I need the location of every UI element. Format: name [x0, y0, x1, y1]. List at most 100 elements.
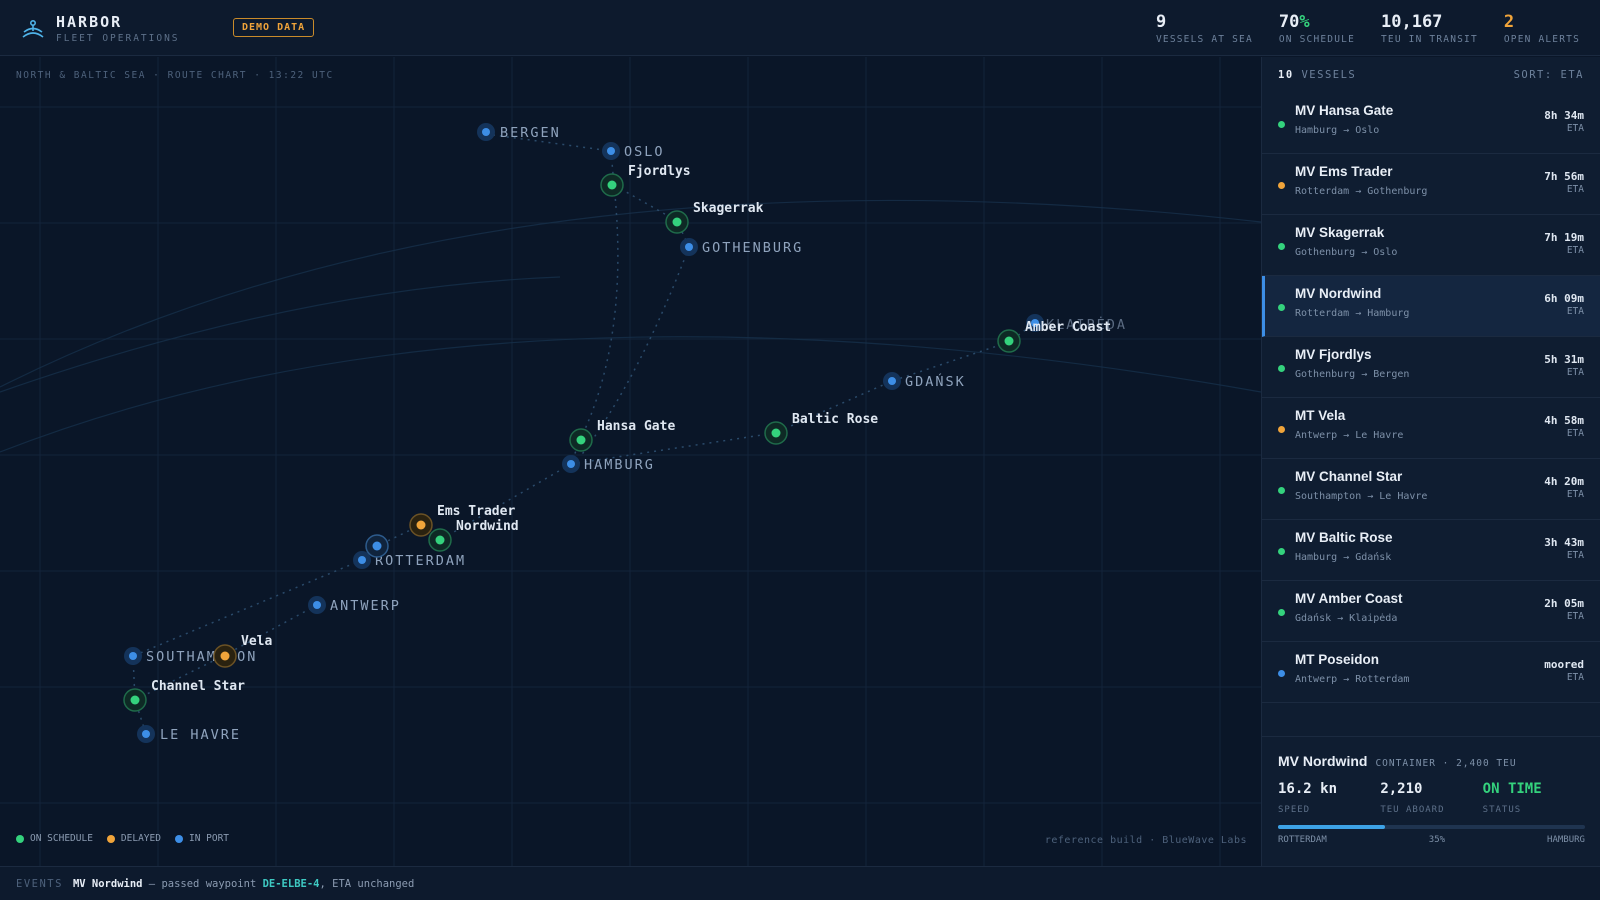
stat-open-alerts[interactable]: 2 OPEN ALERTS — [1503, 12, 1580, 45]
ship-marker-skagerrak[interactable]: Skagerrak — [665, 201, 764, 234]
route-map[interactable]: BERGEN OSLO GOTHENBURG KLAIPĖDA GDAŃSK H… — [0, 57, 1261, 866]
ship-marker-baltic-rose[interactable]: Baltic Rose — [764, 412, 878, 445]
vessel-list-header: 10 VESSELS SORT: ETA — [1278, 69, 1584, 81]
svg-text:ROTTERDAM: ROTTERDAM — [375, 553, 466, 569]
vessel-eta: 7h 19m ETA — [1544, 231, 1584, 256]
vessel-list: MV Hansa Gate Hamburg → Oslo 8h 34m ETA MV E… — [1262, 93, 1600, 703]
vessel-row[interactable]: MV Fjordlys Gothenburg → Bergen 5h 31m ETA — [1262, 337, 1600, 398]
map-grid — [0, 57, 1261, 866]
vessel-row[interactable]: MT Vela Antwerp → Le Havre 4h 58m ETA — [1262, 398, 1600, 459]
ports: BERGEN OSLO GOTHENBURG KLAIPĖDA GDAŃSK H… — [124, 123, 1127, 743]
port-antwerp[interactable]: ANTWERP — [308, 596, 401, 614]
vessel-route: Gothenburg → Bergen — [1295, 369, 1410, 380]
vessel-status-dot — [1278, 426, 1285, 433]
route-hamburg-klaipeda — [570, 322, 1036, 465]
harbor-logo-icon — [22, 20, 44, 38]
vessel-row[interactable]: MV Baltic Rose Hamburg → Gdańsk 3h 43m ETA — [1262, 520, 1600, 581]
port-bergen[interactable]: BERGEN — [477, 123, 561, 141]
svg-text:LE HAVRE: LE HAVRE — [160, 727, 241, 743]
port-le-havre[interactable]: LE HAVRE — [137, 725, 241, 743]
svg-text:Fjordlys: Fjordlys — [628, 164, 691, 179]
vessel-detail-panel: MV Nordwind CONTAINER · 2,400 TEU 16.2 k… — [1262, 736, 1600, 866]
vessel-status-dot — [1278, 365, 1285, 372]
coastline-arcs — [0, 199, 1261, 453]
vessel-row[interactable]: MT Poseidon Antwerp → Rotterdam moored ETA — [1262, 642, 1600, 703]
svg-text:GDAŃSK: GDAŃSK — [905, 373, 966, 390]
port-gothenburg[interactable]: GOTHENBURG — [680, 238, 803, 256]
vessel-route: Antwerp → Le Havre — [1295, 430, 1404, 441]
vessel-status-dot — [1278, 182, 1285, 189]
vessel-row[interactable]: MV Nordwind Rotterdam → Hamburg 6h 09m ETA — [1262, 276, 1600, 337]
port-gdansk[interactable]: GDAŃSK — [883, 372, 966, 390]
port-southampton[interactable]: SOUTHAMPTON — [124, 647, 257, 665]
svg-text:BERGEN: BERGEN — [500, 125, 561, 141]
vessel-route: Hamburg → Gdańsk — [1295, 552, 1392, 563]
ship-marker-amber-coast[interactable]: Amber Coast — [997, 320, 1111, 353]
vessel-name: MV Fjordlys — [1295, 347, 1372, 362]
svg-text:GOTHENBURG: GOTHENBURG — [702, 240, 803, 256]
ship-marker-ems-trader[interactable]: Ems Trader — [409, 504, 515, 537]
svg-text:ANTWERP: ANTWERP — [330, 598, 401, 614]
vessel-eta: 5h 31m ETA — [1544, 353, 1584, 378]
port-hamburg[interactable]: HAMBURG — [562, 455, 655, 473]
route-antwerp-lehavre — [134, 604, 318, 735]
event-vessel[interactable]: MV Nordwind — [72, 878, 143, 890]
brand[interactable]: HARBOR FLEET OPERATIONS — [20, 14, 180, 44]
svg-text:Baltic Rose: Baltic Rose — [792, 412, 878, 427]
vessel-status-dot — [1278, 487, 1285, 494]
vessel-name: MV Ems Trader — [1295, 164, 1393, 179]
voyage-progress-fill — [1278, 825, 1386, 829]
vessel-status-dot — [1278, 243, 1285, 250]
svg-text:Hansa Gate: Hansa Gate — [597, 419, 675, 434]
vessel-eta: 6h 09m ETA — [1544, 292, 1584, 317]
ship-marker-vela[interactable]: Vela — [213, 634, 272, 668]
vessel-row[interactable]: MV Ems Trader Rotterdam → Gothenburg 7h 56… — [1262, 154, 1600, 215]
vessel-route: Gothenburg → Oslo — [1295, 247, 1398, 258]
vessel-route: Gdańsk → Klaipėda — [1295, 613, 1398, 624]
vessel-name: MV Baltic Rose — [1295, 530, 1393, 545]
detail-vessel-name: MV Nordwind — [1278, 753, 1368, 769]
vessel-status-dot — [1278, 121, 1285, 128]
svg-text:Skagerrak: Skagerrak — [693, 201, 764, 216]
ship-marker-fjordlys[interactable]: Fjordlys — [600, 164, 691, 197]
vessel-eta: 4h 20m ETA — [1544, 475, 1584, 500]
vessel-row[interactable]: MV Skagerrak Gothenburg → Oslo 7h 19m ETA — [1262, 215, 1600, 276]
port-oslo[interactable]: OSLO — [602, 142, 665, 160]
port-rotterdam[interactable]: ROTTERDAM — [353, 551, 466, 569]
sort-control[interactable]: SORT: ETA — [1513, 69, 1584, 81]
ship-marker-hansa-gate[interactable]: Hansa Gate — [569, 419, 675, 452]
vessel-route: Rotterdam → Hamburg — [1295, 308, 1410, 319]
stat-vessels-at-sea: 9 VESSELS AT SEA — [1156, 12, 1253, 45]
route-chart-svg[interactable]: BERGEN OSLO GOTHENBURG KLAIPĖDA GDAŃSK H… — [0, 57, 1261, 866]
vessel-row[interactable]: MV Amber Coast Gdańsk → Klaipėda 2h 05m ETA — [1262, 581, 1600, 642]
ship-marker-poseidon[interactable] — [365, 534, 389, 558]
event-waypoint[interactable]: DE-ELBE-4 — [262, 878, 320, 890]
detail-vessel-type: CONTAINER · 2,400 TEU — [1375, 758, 1517, 769]
route-gothenburg-hamburg — [579, 246, 690, 458]
svg-text:Amber Coast: Amber Coast — [1025, 320, 1111, 335]
svg-text:HAMBURG: HAMBURG — [584, 457, 655, 473]
svg-text:SOUTHAMPTON: SOUTHAMPTON — [146, 649, 257, 665]
svg-text:Ems Trader: Ems Trader — [437, 504, 515, 519]
svg-text:Vela: Vela — [241, 634, 272, 649]
map-caption: NORTH & BALTIC SEA · ROUTE CHART · 13:22… — [16, 70, 334, 81]
svg-text:KLAIPĖDA: KLAIPĖDA — [1046, 315, 1127, 333]
ship-marker-channel-star[interactable]: Channel Star — [123, 679, 245, 712]
vessel-route: Southampton → Le Havre — [1295, 491, 1428, 502]
fleet-stats: 9 VESSELS AT SEA 70% ON SCHEDULE 10,167 … — [1130, 12, 1580, 45]
legend-delayed: DELAYED — [106, 833, 161, 844]
port-klaipeda[interactable]: KLAIPĖDA — [1026, 314, 1127, 333]
vessel-name: MV Nordwind — [1295, 286, 1382, 301]
vessel-row[interactable]: MV Channel Star Southampton → Le Havre 4h … — [1262, 459, 1600, 520]
vessel-name: MV Amber Coast — [1295, 591, 1403, 606]
vessel-name: MV Skagerrak — [1295, 225, 1385, 240]
progress-percent: 35% — [1428, 835, 1446, 845]
vessel-eta: 3h 43m ETA — [1544, 536, 1584, 561]
svg-text:Nordwind: Nordwind — [456, 519, 519, 534]
ship-marker-nordwind[interactable]: Nordwind — [428, 519, 519, 552]
map-legend: ON SCHEDULE DELAYED IN PORT — [16, 833, 243, 844]
detail-status: ON TIME STATUS — [1482, 781, 1542, 815]
vessel-row[interactable]: MV Hansa Gate Hamburg → Oslo 8h 34m ETA — [1262, 93, 1600, 154]
event-ticker: EVENTS MV Nordwind — passed waypoint DE-E… — [0, 866, 1600, 900]
vessel-eta: 4h 58m ETA — [1544, 414, 1584, 439]
